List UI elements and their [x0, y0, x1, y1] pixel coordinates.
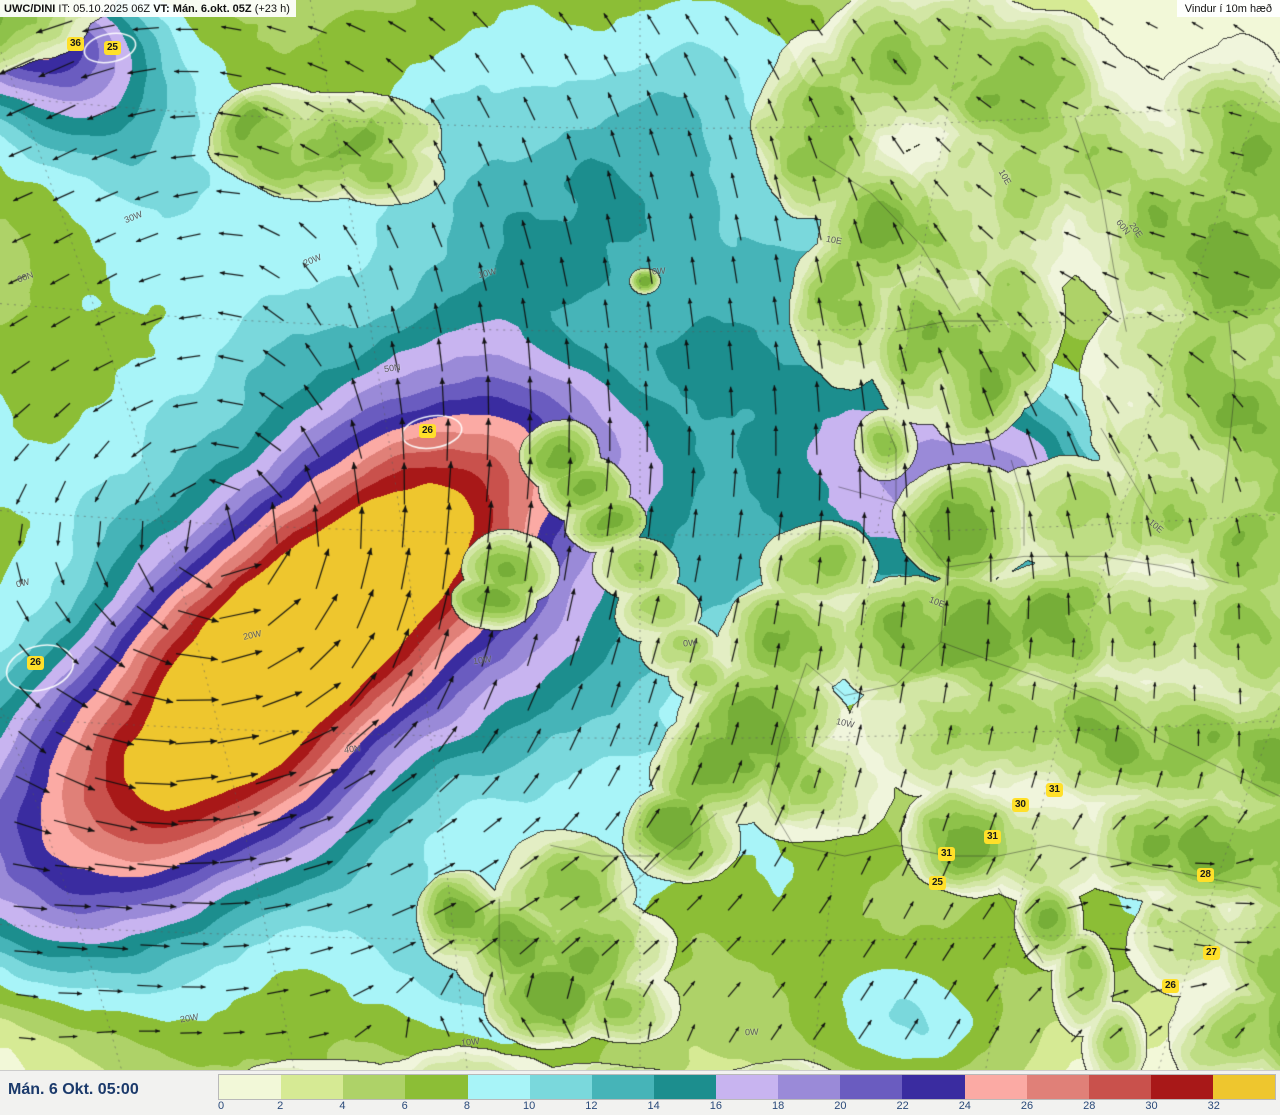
weather-map[interactable]: 36 25 26 26 31 30 31 31 25 28 27 26 30W 20W 10W 0W 10E 10… [0, 0, 1280, 1070]
legend-tick-label: 14 [647, 1100, 660, 1112]
legend-band [1026, 1075, 1089, 1099]
legend-tick-label: 16 [709, 1100, 722, 1112]
legend-band [902, 1075, 965, 1099]
legend-tick-label: 2 [277, 1100, 284, 1112]
legend-band [964, 1075, 1027, 1099]
wind-speed-badge: 26 [27, 656, 44, 670]
wind-speed-badge: 31 [1046, 783, 1063, 797]
legend-bar: Mán. 6 Okt. 05:00 0 2 4 6 8 10 12 14 16 18 20 22 24 2… [0, 1070, 1280, 1115]
legend-tick-label: 22 [896, 1100, 909, 1112]
wind-speed-badge: 36 [67, 37, 84, 51]
legend-band [1088, 1075, 1151, 1099]
legend-band [778, 1075, 841, 1099]
legend-band [591, 1075, 654, 1099]
legend-tick-label: 26 [1020, 1100, 1034, 1112]
color-scale-ticks: 0 2 4 6 8 10 12 14 16 18 20 22 24 26 28 30 32 [218, 1100, 1276, 1114]
wind-speed-badge: 26 [1162, 979, 1179, 993]
legend-tick-label: 18 [771, 1100, 785, 1112]
wind-speed-badge: 31 [938, 847, 955, 861]
legend-band [281, 1075, 344, 1099]
color-scale-legend: 0 2 4 6 8 10 12 14 16 18 20 22 24 26 28 30 32 [218, 1074, 1276, 1114]
legend-tick-label: 30 [1145, 1100, 1158, 1112]
wind-speed-badge: 25 [929, 876, 946, 890]
legend-band [467, 1075, 530, 1099]
legend-tick-label: 12 [585, 1100, 598, 1112]
legend-tick-label: 24 [958, 1100, 971, 1112]
legend-tick-label: 8 [463, 1100, 470, 1112]
color-scale-bands [218, 1074, 1276, 1100]
graticule-label: 0W [744, 1026, 759, 1038]
legend-band [343, 1075, 406, 1099]
legend-band [716, 1075, 779, 1099]
legend-band [1213, 1075, 1276, 1099]
wind-speed-badge: 30 [1012, 798, 1029, 812]
wind-speed-badge: 27 [1203, 946, 1220, 960]
wind-field-canvas[interactable] [0, 0, 1280, 1070]
wind-speed-badge: 26 [419, 424, 436, 438]
graticule-label: 0W [682, 637, 697, 649]
legend-tick-label: 0 [218, 1100, 225, 1112]
graticule-label: 10W [460, 1036, 480, 1048]
legend-band [840, 1075, 903, 1099]
legend-tick-label: 20 [834, 1100, 847, 1112]
legend-tick-label: 4 [339, 1100, 346, 1112]
legend-band [219, 1075, 282, 1099]
legend-tick-label: 32 [1207, 1100, 1220, 1112]
valid-time-stamp: Mán. 6 Okt. 05:00 [8, 1081, 139, 1098]
graticule-label: 0W [651, 265, 666, 277]
legend-band [529, 1075, 592, 1099]
legend-tick-label: 6 [401, 1100, 408, 1112]
legend-tick-label: 10 [523, 1100, 536, 1112]
legend-band [1150, 1075, 1213, 1099]
wind-speed-badge: 31 [984, 830, 1001, 844]
wind-speed-badge: 25 [104, 41, 121, 55]
wind-speed-badge: 28 [1197, 868, 1214, 882]
legend-tick-label: 28 [1083, 1100, 1096, 1112]
legend-band [653, 1075, 716, 1099]
legend-band [405, 1075, 468, 1099]
